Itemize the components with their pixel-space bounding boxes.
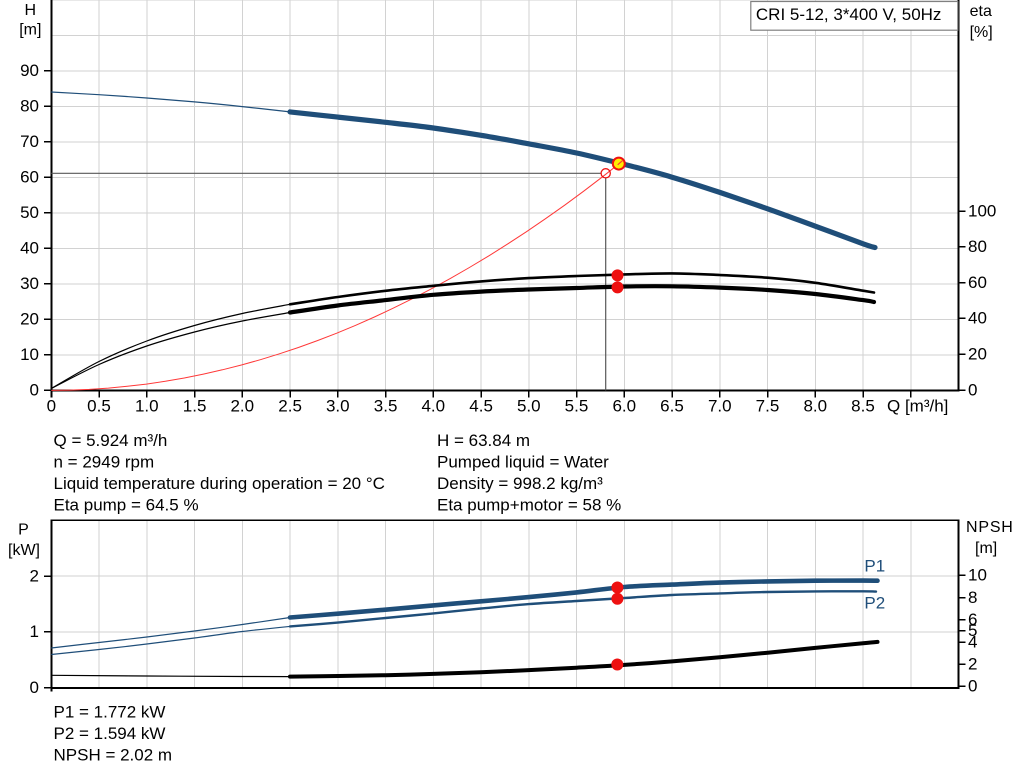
svg-text:n = 2949 rpm: n = 2949 rpm	[54, 453, 155, 472]
svg-text:80: 80	[20, 97, 39, 116]
svg-text:8.5: 8.5	[851, 396, 875, 415]
svg-text:0: 0	[968, 380, 977, 399]
svg-text:1.5: 1.5	[183, 396, 207, 415]
svg-text:Pumped liquid = Water: Pumped liquid = Water	[437, 453, 609, 472]
svg-text:0: 0	[47, 396, 56, 415]
svg-text:10: 10	[968, 566, 987, 585]
svg-text:7.0: 7.0	[708, 396, 732, 415]
svg-text:8.0: 8.0	[803, 396, 827, 415]
svg-text:4.0: 4.0	[421, 396, 445, 415]
svg-text:5: 5	[968, 621, 977, 640]
svg-text:5.5: 5.5	[565, 396, 589, 415]
svg-text:P2: P2	[864, 594, 885, 613]
svg-text:30: 30	[20, 274, 39, 293]
svg-text:1: 1	[30, 622, 39, 641]
svg-text:60: 60	[20, 168, 39, 187]
svg-text:P2 = 1.594 kW: P2 = 1.594 kW	[54, 724, 166, 743]
svg-text:100: 100	[968, 201, 996, 220]
svg-text:4: 4	[968, 632, 977, 651]
svg-text:6.0: 6.0	[612, 396, 636, 415]
svg-text:P: P	[18, 522, 29, 539]
svg-text:eta: eta	[970, 3, 992, 20]
svg-text:[%]: [%]	[970, 24, 993, 41]
svg-text:Density = 998.2 kg/m³: Density = 998.2 kg/m³	[437, 474, 603, 493]
svg-text:0: 0	[30, 678, 39, 697]
svg-text:[kW]: [kW]	[8, 542, 40, 559]
svg-text:2.5: 2.5	[278, 396, 302, 415]
svg-text:50: 50	[20, 203, 39, 222]
svg-text:P1 = 1.772 kW: P1 = 1.772 kW	[54, 703, 166, 722]
svg-text:6.5: 6.5	[660, 396, 684, 415]
svg-text:2: 2	[30, 566, 39, 585]
svg-text:2.0: 2.0	[230, 396, 254, 415]
svg-text:2: 2	[968, 655, 977, 674]
svg-text:3.5: 3.5	[374, 396, 398, 415]
svg-text:20: 20	[20, 310, 39, 329]
svg-text:20: 20	[968, 345, 987, 364]
svg-text:[m]: [m]	[19, 22, 41, 39]
svg-text:P1: P1	[864, 557, 885, 576]
svg-text:0.5: 0.5	[87, 396, 111, 415]
svg-text:90: 90	[20, 61, 39, 80]
svg-text:10: 10	[20, 345, 39, 364]
svg-text:0: 0	[968, 677, 977, 696]
svg-text:0: 0	[30, 381, 39, 400]
svg-text:NPSH: NPSH	[966, 519, 1014, 536]
svg-text:80: 80	[968, 237, 987, 256]
svg-text:7.5: 7.5	[756, 396, 780, 415]
svg-text:Liquid temperature during oper: Liquid temperature during operation = 20…	[54, 474, 385, 493]
svg-text:NPSH = 2.02 m: NPSH = 2.02 m	[54, 746, 173, 765]
svg-text:Q = 5.924 m³/h: Q = 5.924 m³/h	[54, 431, 168, 450]
svg-text:Eta pump+motor = 58 %: Eta pump+motor = 58 %	[437, 496, 621, 515]
svg-text:H: H	[25, 2, 37, 19]
svg-text:5.0: 5.0	[517, 396, 541, 415]
svg-text:6: 6	[968, 610, 977, 629]
svg-text:H = 63.84 m: H = 63.84 m	[437, 431, 530, 450]
svg-text:Q [m³/h]: Q [m³/h]	[887, 396, 948, 415]
svg-text:Eta pump = 64.5 %: Eta pump = 64.5 %	[54, 496, 199, 515]
svg-text:70: 70	[20, 132, 39, 151]
svg-text:CRI 5-12, 3*400 V, 50Hz: CRI 5-12, 3*400 V, 50Hz	[756, 5, 942, 24]
svg-text:3.0: 3.0	[326, 396, 350, 415]
svg-text:[m]: [m]	[975, 540, 997, 557]
svg-text:1.0: 1.0	[135, 396, 159, 415]
svg-text:8: 8	[968, 588, 977, 607]
svg-text:4.5: 4.5	[469, 396, 493, 415]
svg-text:40: 40	[20, 239, 39, 258]
svg-text:60: 60	[968, 273, 987, 292]
svg-text:40: 40	[968, 309, 987, 328]
